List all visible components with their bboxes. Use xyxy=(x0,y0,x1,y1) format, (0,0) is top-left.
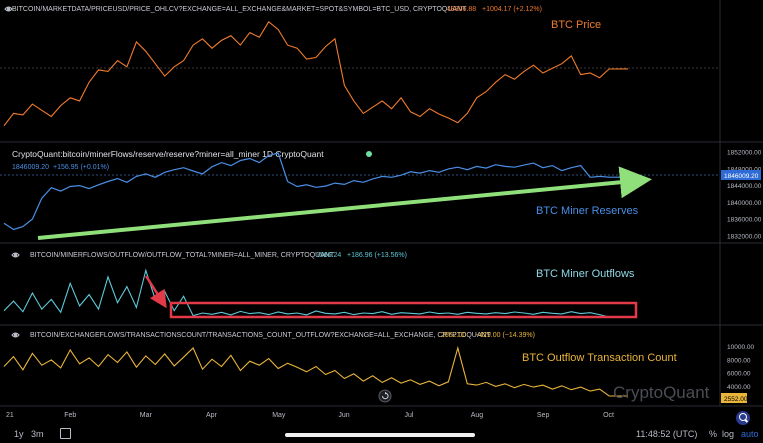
txcount-series-line xyxy=(3,345,628,397)
red-arrow xyxy=(144,275,167,309)
reset-icon[interactable] xyxy=(378,389,392,403)
reserves-y-axis: 1832000.00 1836000.00 1840000.00 1844000.00… xyxy=(727,150,762,241)
price-header-label: BITCOIN/MARKETDATA/PRICEUSD/PRICE_OHLCV?… xyxy=(12,6,467,13)
y-tick-label: 1844000.00 xyxy=(727,183,762,190)
txcount-y-axis: 4000.00 6000.00 8000.00 10000.00 xyxy=(727,344,754,391)
auto-toggle[interactable]: auto xyxy=(741,429,759,439)
x-tick-label: Oct xyxy=(603,412,614,419)
outflows-title: BTC Miner Outflows xyxy=(536,268,635,280)
y-tick-label: 1836000.00 xyxy=(727,217,762,224)
reserves-header-label: CryptoQuant:bitcoin/minerFlows/reserve/r… xyxy=(12,149,324,159)
red-highlight-box xyxy=(169,301,638,319)
txcount-current-badge xyxy=(721,393,747,403)
x-tick-label: Jun xyxy=(338,412,349,419)
y-tick-label: 4000.00 xyxy=(727,384,751,391)
watermark: CryptoQuant xyxy=(613,383,710,402)
panel-controls xyxy=(4,6,20,338)
reserves-title: BTC Miner Reserves xyxy=(536,205,639,217)
x-tick-label: Mar xyxy=(140,412,153,419)
price-change: +1004.17 (+2.12%) xyxy=(482,6,542,13)
price-value: 48306.88 xyxy=(447,6,476,13)
y-tick-label: 1852000.00 xyxy=(727,150,762,157)
price-header: BITCOIN/MARKETDATA/PRICEUSD/PRICE_OHLCV?… xyxy=(12,6,542,13)
y-tick-label: 1848000.00 xyxy=(727,166,762,173)
range-3m-button[interactable]: 3m xyxy=(31,429,44,439)
home-indicator xyxy=(285,433,475,437)
annotations xyxy=(37,166,652,319)
outflows-value: 1566.24 xyxy=(316,252,341,259)
search-icon[interactable] xyxy=(736,411,750,425)
y-tick-label: 8000.00 xyxy=(727,357,751,364)
txcount-title: BTC Outflow Transaction Count xyxy=(522,352,677,364)
panel-frames xyxy=(0,0,763,407)
y-tick-label: 1832000.00 xyxy=(727,233,762,240)
x-tick-label: Apr xyxy=(206,412,218,419)
calendar-icon[interactable] xyxy=(60,428,71,439)
x-tick-label: Aug xyxy=(471,412,484,419)
eye-icon[interactable] xyxy=(11,252,20,258)
price-series-line xyxy=(3,20,628,127)
log-toggle[interactable]: log xyxy=(722,429,735,439)
txcount-value: 2552.00 xyxy=(441,332,466,339)
price-panel: BITCOIN/MARKETDATA/PRICEUSD/PRICE_OHLCV?… xyxy=(0,6,720,127)
outflows-panel: BITCOIN/MINERFLOWS/OUTFLOW/OUTFLOW_TOTAL… xyxy=(3,252,635,318)
x-tick-label: Feb xyxy=(64,412,76,419)
range-1y-button[interactable]: 1y xyxy=(14,429,24,439)
alert-dot-icon[interactable] xyxy=(366,151,372,157)
txcount-change: −429.00 (−14.39%) xyxy=(475,332,535,339)
x-tick-label: 21 xyxy=(6,412,14,419)
reserves-current-label: 1846009.20 xyxy=(724,173,759,180)
percent-toggle[interactable]: % xyxy=(709,429,718,439)
outflows-series-line xyxy=(3,268,628,318)
txcount-panel: BITCOIN/EXCHANGEFLOWS/TRANSACTIONSCOUNT/… xyxy=(3,332,754,403)
price-title: BTC Price xyxy=(551,19,601,31)
reserves-change: +156.95 (+0.01%) xyxy=(53,164,109,171)
reserves-series-line xyxy=(3,152,628,231)
bottom-toolbar: 1y 3m 11:48:52 (UTC) % log auto xyxy=(0,426,763,443)
green-trend-arrow xyxy=(37,166,652,240)
x-tick-label: Sep xyxy=(537,412,550,419)
txcount-header-label: BITCOIN/EXCHANGEFLOWS/TRANSACTIONSCOUNT/… xyxy=(30,332,492,339)
reserves-value: 1846009.20 xyxy=(12,164,49,171)
x-axis: 21 Feb Mar Apr May Jun Jul Aug Sep Oct xyxy=(6,412,614,419)
y-tick-label: 1840000.00 xyxy=(727,200,762,207)
reserves-panel: CryptoQuant:bitcoin/minerFlows/reserve/r… xyxy=(0,149,762,240)
x-tick-label: May xyxy=(272,412,286,419)
txcount-current-label: 2552.00 xyxy=(724,396,748,403)
outflows-header-label: BITCOIN/MINERFLOWS/OUTFLOW/OUTFLOW_TOTAL… xyxy=(30,252,335,259)
time-label: 11:48:52 (UTC) xyxy=(636,429,698,439)
outflows-change: +186.96 (+13.56%) xyxy=(347,252,407,259)
reserves-current-badge xyxy=(721,170,761,180)
eye-icon[interactable] xyxy=(11,332,20,338)
y-tick-label: 6000.00 xyxy=(727,371,751,378)
y-tick-label: 10000.00 xyxy=(727,344,754,351)
x-tick-label: Jul xyxy=(405,412,414,419)
eye-icon[interactable] xyxy=(4,6,13,12)
